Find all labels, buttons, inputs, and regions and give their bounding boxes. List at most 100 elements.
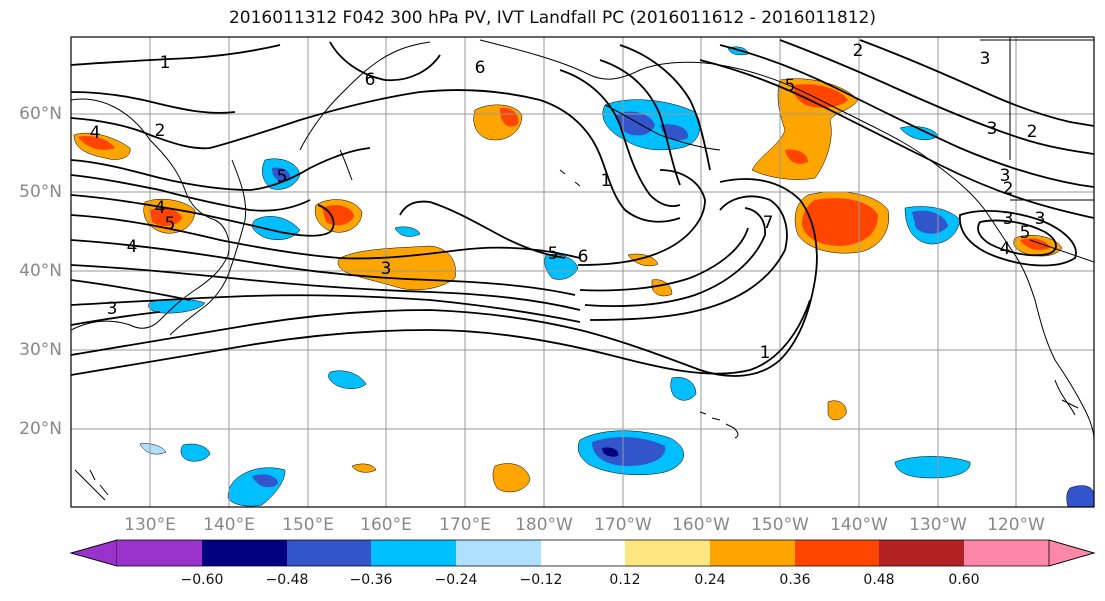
contour-label: 1: [160, 53, 171, 73]
contour-line: [539, 99, 681, 223]
lon-label: 150°W: [751, 515, 809, 535]
contour-line: [977, 219, 1057, 257]
colorbar-bin: [541, 540, 625, 566]
lon-label: 130°W: [909, 515, 967, 535]
colorbar: [69, 539, 1096, 567]
coastlines: [71, 37, 1094, 501]
contour-label: 5: [548, 244, 559, 264]
contour-line: [599, 59, 681, 186]
contour-label: 3: [381, 259, 392, 279]
contour-line: [329, 41, 441, 82]
kamchatka-coastline: [299, 41, 431, 181]
lat-label: 50°N: [19, 182, 62, 202]
fill-patch: [592, 437, 666, 466]
contour-label: 6: [578, 247, 589, 267]
map-title: 2016011312 F042 300 hPa PV, IVT Landfall…: [228, 8, 876, 28]
map-frame: [70, 36, 1095, 508]
fill-patch: [500, 107, 519, 127]
fill-patch: [544, 254, 579, 280]
contour-label-group: 1 2 4 5 6 6 2 3 3 2 4 5 4 3 5 6 1 5 7 3 …: [90, 41, 1046, 363]
lon-label: 150°E: [282, 515, 334, 535]
contour-label: 5: [165, 214, 176, 234]
contour-line: [577, 169, 706, 266]
contour-line: [859, 39, 1094, 127]
fill-patch: [78, 136, 115, 150]
contour-line: [589, 195, 788, 321]
colorbar-bin: [879, 540, 964, 566]
contour-label: 5: [1020, 223, 1031, 243]
fill-patch: [180, 443, 211, 462]
map-plot-area: 1 2 4 5 6 6 2 3 3 2 4 5 4 3 5 6 1 5 7 3 …: [71, 37, 1094, 507]
fill-patch: [394, 226, 421, 237]
contour-line: [71, 147, 371, 191]
lon-label: 130°E: [124, 515, 176, 535]
fill-patch: [785, 149, 808, 164]
colorbar-bin: [795, 540, 879, 566]
contour-line: [699, 59, 1094, 219]
fill-patch: [1020, 238, 1050, 250]
aleutian-chain: [559, 104, 721, 187]
lon-label: 160°W: [672, 515, 730, 535]
contour-label: 5: [277, 167, 288, 187]
contour-line: [71, 214, 581, 260]
contour-label: 3: [980, 49, 991, 69]
lon-label: 120°W: [987, 515, 1045, 535]
alaska-coastline: [479, 39, 986, 211]
contour-label: 1: [601, 171, 612, 191]
fill-patch: [602, 447, 619, 457]
japan-coastline: [169, 159, 247, 336]
contour-line: [779, 39, 1094, 155]
colorbar-tick-label: 0.48: [863, 572, 895, 588]
contour-label: 1: [760, 343, 771, 363]
contour-label: 7: [763, 213, 774, 233]
fill-patch: [328, 370, 367, 389]
fill-patch: [894, 456, 971, 479]
contour-label: 3: [1035, 209, 1046, 229]
contour-line: [71, 294, 581, 323]
colorbar-tick-label: −0.36: [349, 572, 393, 588]
colorbar-outline: [69, 539, 1096, 567]
contour-line: [71, 239, 576, 296]
colorbar-bin: [625, 540, 710, 566]
lon-label: 140°E: [203, 515, 255, 535]
philippines-coastline: [74, 469, 109, 501]
contour-label: 5: [785, 76, 796, 96]
colorbar-tick-label: −0.12: [519, 572, 563, 588]
colorbar-tick-label: −0.24: [434, 572, 478, 588]
contour-label: 6: [475, 58, 486, 78]
contour-line: [71, 91, 236, 114]
fill-patch: [150, 207, 182, 227]
fill-patch: [492, 463, 531, 493]
fill-patch: [912, 210, 948, 234]
colorbar-bin: [710, 540, 795, 566]
lon-label: 140°W: [830, 515, 888, 535]
lon-label: 160°E: [360, 515, 412, 535]
lat-label: 30°N: [19, 340, 62, 360]
lon-label: 180°W: [515, 515, 573, 535]
contour-label: 4: [155, 198, 166, 218]
contour-line: [959, 209, 1077, 267]
pv-contours: [71, 39, 1094, 377]
colorbar-extend-high: [1048, 539, 1096, 567]
contour-line: [71, 299, 811, 376]
contour-line: [71, 194, 335, 237]
contour-label: 4: [127, 237, 138, 257]
contour-line: [71, 44, 281, 66]
contour-line: [399, 200, 566, 259]
contour-line: [559, 69, 681, 208]
contour-line: [584, 207, 766, 307]
contour-line: [719, 44, 1094, 188]
colorbar-bin: [202, 540, 287, 566]
fill-patch: [139, 443, 167, 455]
contour-label: 2: [155, 121, 166, 141]
fill-patch: [660, 124, 689, 141]
colorbar-extend-low: [69, 539, 118, 567]
hawaii-islands: [699, 411, 739, 439]
baja-california: [1054, 379, 1079, 416]
colorbar-tick-label: 0.36: [779, 572, 811, 588]
fill-patch: [627, 253, 659, 267]
contour-label: 3: [107, 299, 118, 319]
contour-label: 2: [1027, 122, 1038, 142]
lon-label: 170°E: [439, 515, 491, 535]
